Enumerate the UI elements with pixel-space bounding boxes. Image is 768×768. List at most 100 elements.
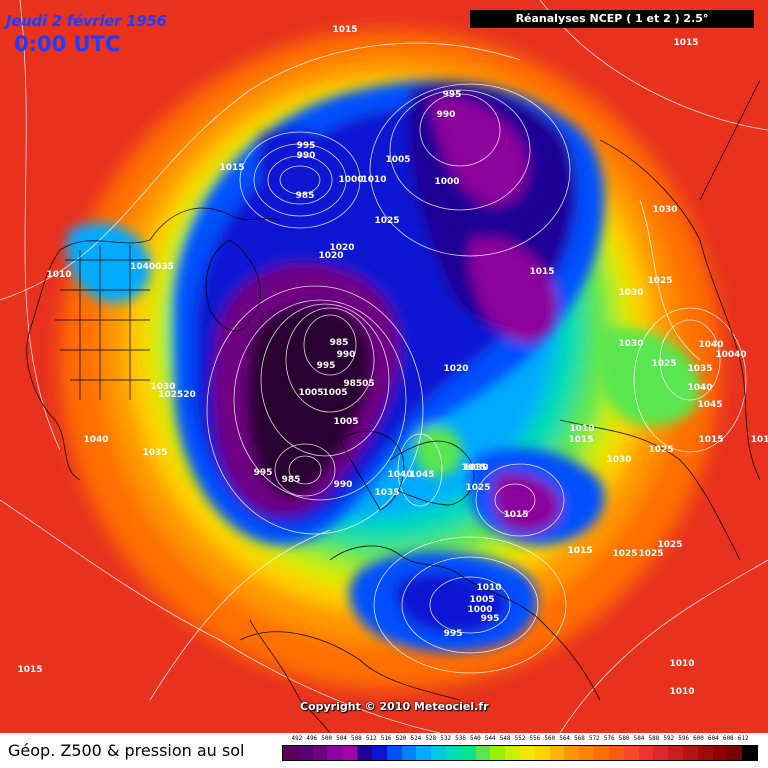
color-scale-label: 584 — [633, 735, 645, 742]
pressure-label: 1015 — [567, 546, 592, 556]
footer-title: Géop. Z500 & pression au sol — [8, 741, 245, 760]
color-scale-swatch — [623, 746, 639, 760]
pressure-label: 995 — [297, 141, 316, 151]
color-scale-label: 572 — [588, 735, 600, 742]
color-scale-swatch — [564, 746, 580, 760]
color-scale-label: 516 — [380, 735, 392, 742]
source-banner: Réanalyses NCEP ( 1 et 2 ) 2.5° — [470, 10, 754, 28]
color-scale-label: 544 — [484, 735, 496, 742]
isobar-lines — [0, 0, 768, 733]
color-scale-swatch — [653, 746, 669, 760]
pressure-label: 990 — [337, 350, 356, 360]
color-scale-label: 540 — [469, 735, 481, 742]
z500-field — [0, 0, 768, 733]
color-scale-swatch — [327, 746, 343, 760]
pressure-label: 990 — [334, 480, 353, 490]
color-scale-label: 512 — [365, 735, 377, 742]
pressure-label: 1010 — [669, 659, 694, 669]
pressure-label: 1015 — [461, 463, 486, 473]
pressure-label: 1000 — [434, 177, 459, 187]
pressure-label: 1000 — [467, 605, 492, 615]
pressure-label: 1030 — [618, 288, 643, 298]
pressure-label: 1025 — [648, 445, 673, 455]
pressure-label: 1015 — [529, 267, 554, 277]
color-scale-label: 596 — [678, 735, 690, 742]
color-scale-swatch — [549, 746, 565, 760]
pressure-label: 1025 — [657, 540, 682, 550]
pressure-label: 1030 — [618, 339, 643, 349]
color-scale-swatch — [712, 746, 728, 760]
pressure-label: 1005 — [298, 388, 323, 398]
geopotential-map: 1015101599599099599098510001010100510001… — [0, 0, 768, 733]
pressure-label: 1025 — [374, 216, 399, 226]
pressure-label: 1035 — [142, 448, 167, 458]
pressure-label: 1015 — [17, 665, 42, 675]
color-scale-swatch — [297, 746, 313, 760]
color-scale-label: 528 — [425, 735, 437, 742]
color-scale-swatch — [312, 746, 328, 760]
color-scale-swatch — [401, 746, 417, 760]
color-scale-label: 524 — [410, 735, 422, 742]
pressure-label: 1030 — [150, 382, 175, 392]
pressure-label: 995 — [317, 361, 336, 371]
pressure-label: 1030 — [463, 463, 488, 473]
color-scale-label: 532 — [440, 735, 452, 742]
color-scale-label: 560 — [544, 735, 556, 742]
pressure-label: 98505 — [343, 379, 374, 389]
pressure-label: 995 — [254, 468, 273, 478]
color-scale-label: 580 — [618, 735, 630, 742]
pressure-label: 1040035 — [130, 262, 174, 272]
pressure-label: 1010 — [569, 424, 594, 434]
pressure-label: 1000 — [338, 175, 363, 185]
color-scale-swatch — [682, 746, 698, 760]
pressure-label: 1005 — [469, 595, 494, 605]
color-scale-swatch — [460, 746, 476, 760]
color-scale-swatch — [431, 746, 446, 760]
pressure-label: 1025 — [465, 483, 490, 493]
pressure-label: 1010 — [361, 175, 386, 185]
color-scale-swatch — [742, 746, 757, 760]
pressure-label: 1020 — [318, 251, 343, 261]
color-scale-swatch — [445, 746, 461, 760]
pressure-label: 1040 — [387, 470, 412, 480]
color-scale-label: 508 — [350, 735, 362, 742]
time-label: 0:00 UTC — [14, 32, 121, 56]
pressure-label: 990 — [297, 151, 316, 161]
color-scale-label: 592 — [663, 735, 675, 742]
color-scale-swatch — [371, 746, 387, 760]
color-scale-label: 564 — [559, 735, 571, 742]
pressure-label: 1025 — [651, 359, 676, 369]
color-scale-label: 496 — [306, 735, 318, 742]
color-scale-label: 536 — [455, 735, 466, 742]
pressure-label: 1045 — [697, 400, 722, 410]
pressure-label: 1010 — [46, 270, 71, 280]
pressure-label: 1025 — [638, 549, 663, 559]
color-scale-label: 576 — [603, 735, 615, 742]
coastlines — [26, 79, 761, 733]
color-scale-swatch — [534, 746, 550, 760]
color-scale-swatch — [283, 746, 298, 760]
copyright: Copyright © 2010 Meteociel.fr — [300, 700, 489, 713]
pressure-label: 1030 — [652, 205, 677, 215]
pressure-label: 1015 — [567, 546, 592, 556]
color-scale-label: 600 — [693, 735, 704, 742]
color-scale-swatch — [505, 746, 520, 760]
color-scale-label: 552 — [514, 735, 526, 742]
color-scale-swatch — [490, 746, 506, 760]
pressure-label: 1025 — [612, 549, 637, 559]
color-scale-swatch — [594, 746, 609, 760]
pressure-label: 1020 — [329, 243, 354, 253]
color-scale-label: 500 — [321, 735, 333, 742]
pressure-label: 995 — [444, 629, 463, 639]
pressure-labels: 1015101599599099599098510001010100510001… — [17, 25, 768, 697]
pressure-label: 1025 — [647, 276, 672, 286]
color-scale-label: 604 — [707, 735, 719, 742]
pressure-label: 985 — [330, 338, 349, 348]
color-scale-label: 520 — [395, 735, 407, 742]
color-scale-label: 548 — [499, 735, 511, 742]
pressure-label: 985 — [296, 191, 315, 201]
pressure-label: 1030 — [606, 455, 631, 465]
color-scale-label: 504 — [336, 735, 347, 742]
pressure-label: 1015 — [698, 435, 723, 445]
footer: Géop. Z500 & pression au sol 492 496 500 50… — [0, 733, 768, 768]
